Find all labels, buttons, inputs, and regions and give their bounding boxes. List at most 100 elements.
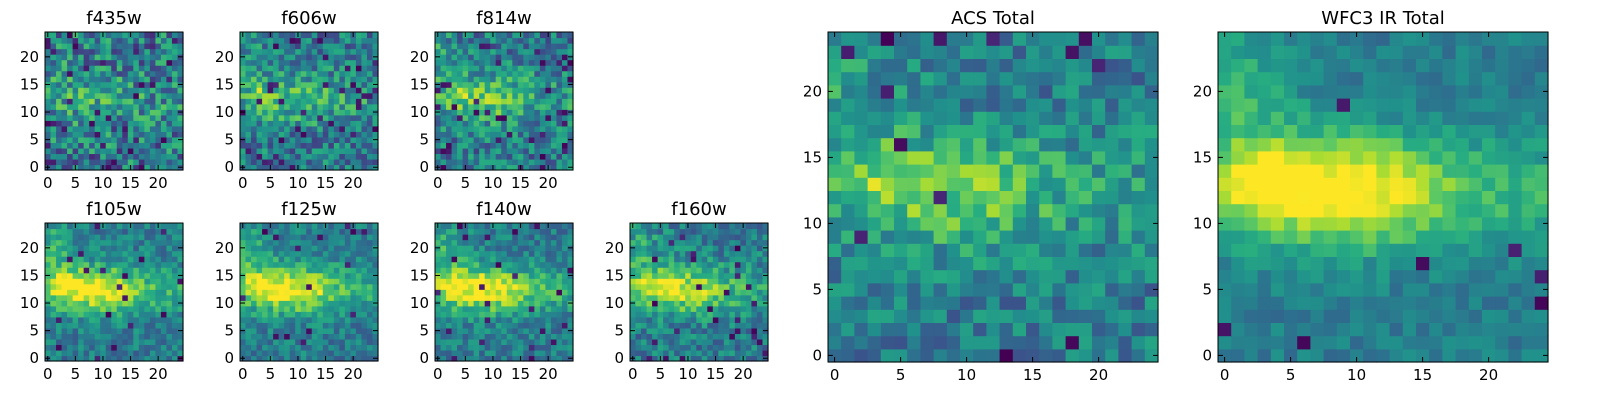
heatmap-cell xyxy=(756,261,764,268)
heatmap-cell xyxy=(490,142,497,149)
heatmap-cell xyxy=(457,272,464,279)
heatmap-cell xyxy=(138,327,145,334)
heatmap-cell xyxy=(506,48,513,55)
heatmap-cell xyxy=(240,153,247,160)
heatmap-cell xyxy=(328,245,335,252)
heatmap-cell xyxy=(635,245,642,252)
heatmap-cell xyxy=(83,289,90,296)
heatmap-cell xyxy=(166,114,173,121)
heatmap-cell xyxy=(284,234,291,241)
heatmap-cell xyxy=(105,164,112,171)
heatmap-cell xyxy=(284,294,291,301)
heatmap-cell xyxy=(284,256,291,263)
heatmap-cell xyxy=(723,245,730,252)
heatmap-cell xyxy=(523,131,530,138)
heatmap-cell xyxy=(83,136,90,143)
heatmap-cell xyxy=(707,327,714,334)
heatmap-cell xyxy=(89,92,96,99)
x-tick-label: 20 xyxy=(344,174,363,192)
heatmap-cell xyxy=(501,305,508,312)
heatmap-cell xyxy=(894,177,908,191)
heatmap-cell xyxy=(278,261,285,268)
heatmap-cell xyxy=(707,234,714,241)
heatmap-cell xyxy=(745,223,753,230)
heatmap-cell xyxy=(479,349,486,357)
heatmap-cell xyxy=(240,43,247,50)
heatmap-cell xyxy=(556,131,563,138)
heatmap-cell xyxy=(435,158,442,166)
heatmap-cell xyxy=(273,355,280,362)
heatmap-cell xyxy=(105,76,112,83)
heatmap-cell xyxy=(490,70,497,77)
heatmap-cell xyxy=(311,158,318,166)
heatmap-cell xyxy=(372,142,379,149)
heatmap-cell xyxy=(366,32,374,39)
heatmap-cell xyxy=(723,294,730,301)
heatmap-cell xyxy=(100,278,107,285)
heatmap-cell xyxy=(506,32,513,39)
heatmap-cell xyxy=(539,87,546,94)
heatmap-cell xyxy=(311,87,318,94)
heatmap-cell xyxy=(72,239,79,246)
axes-frame xyxy=(629,222,769,362)
heatmap-cell xyxy=(344,164,351,171)
heatmap-cell xyxy=(240,98,247,105)
heatmap-cell xyxy=(517,65,524,72)
heatmap-cell xyxy=(67,344,74,351)
heatmap-cell xyxy=(641,256,648,263)
heatmap-cell xyxy=(372,305,379,312)
heatmap-cell xyxy=(517,256,524,263)
heatmap-cell xyxy=(306,103,313,110)
heatmap-cell xyxy=(149,338,156,346)
heatmap-cell xyxy=(166,256,173,263)
heatmap-cell xyxy=(78,239,85,246)
heatmap-cell xyxy=(50,147,57,155)
heatmap-cell xyxy=(311,153,318,160)
heatmap-cell xyxy=(440,109,447,116)
heatmap-cell xyxy=(56,239,63,246)
heatmap-cell xyxy=(867,150,882,165)
heatmap-cell xyxy=(133,109,140,116)
heatmap-cell xyxy=(105,125,112,132)
heatmap-cell xyxy=(366,349,374,357)
heatmap-cell xyxy=(50,223,57,230)
heatmap-cell xyxy=(1026,282,1040,297)
heatmap-cell xyxy=(729,223,736,230)
heatmap-cell xyxy=(946,296,961,310)
heatmap-cell xyxy=(289,76,296,83)
heatmap-cell xyxy=(446,272,453,279)
heatmap-cell xyxy=(56,164,63,171)
heatmap-cell xyxy=(56,283,63,290)
heatmap-cell xyxy=(366,59,374,66)
heatmap-cell xyxy=(567,142,574,149)
x-tick-label: 15 xyxy=(706,365,725,383)
heatmap-cell xyxy=(457,261,464,268)
heatmap-cell xyxy=(894,230,908,244)
heatmap-cell xyxy=(657,278,664,285)
heatmap-cell xyxy=(100,316,107,323)
heatmap-cell xyxy=(361,283,368,290)
heatmap-cell xyxy=(300,305,307,312)
x-tick-label: 10 xyxy=(483,174,502,192)
heatmap-cell xyxy=(122,234,129,241)
heatmap-cell xyxy=(841,203,855,218)
heatmap-cell xyxy=(83,239,90,246)
heatmap-cell xyxy=(462,239,469,246)
heatmap-cell xyxy=(350,109,357,116)
heatmap-cell xyxy=(94,92,101,99)
heatmap-cell xyxy=(138,305,145,312)
heatmap-cell xyxy=(1012,309,1027,323)
heatmap-cell xyxy=(528,355,535,362)
heatmap-cell xyxy=(495,109,502,116)
heatmap-cell xyxy=(451,70,458,77)
heatmap-cell xyxy=(473,272,480,279)
heatmap-cell xyxy=(545,136,552,143)
heatmap-cell xyxy=(707,283,714,290)
heatmap-cell xyxy=(674,316,681,323)
heatmap-cell xyxy=(251,305,258,312)
heatmap-cell xyxy=(322,70,329,77)
heatmap-cell xyxy=(83,142,90,149)
heatmap-cell xyxy=(361,344,368,351)
heatmap-cell xyxy=(344,136,351,143)
heatmap-cell xyxy=(317,223,324,230)
